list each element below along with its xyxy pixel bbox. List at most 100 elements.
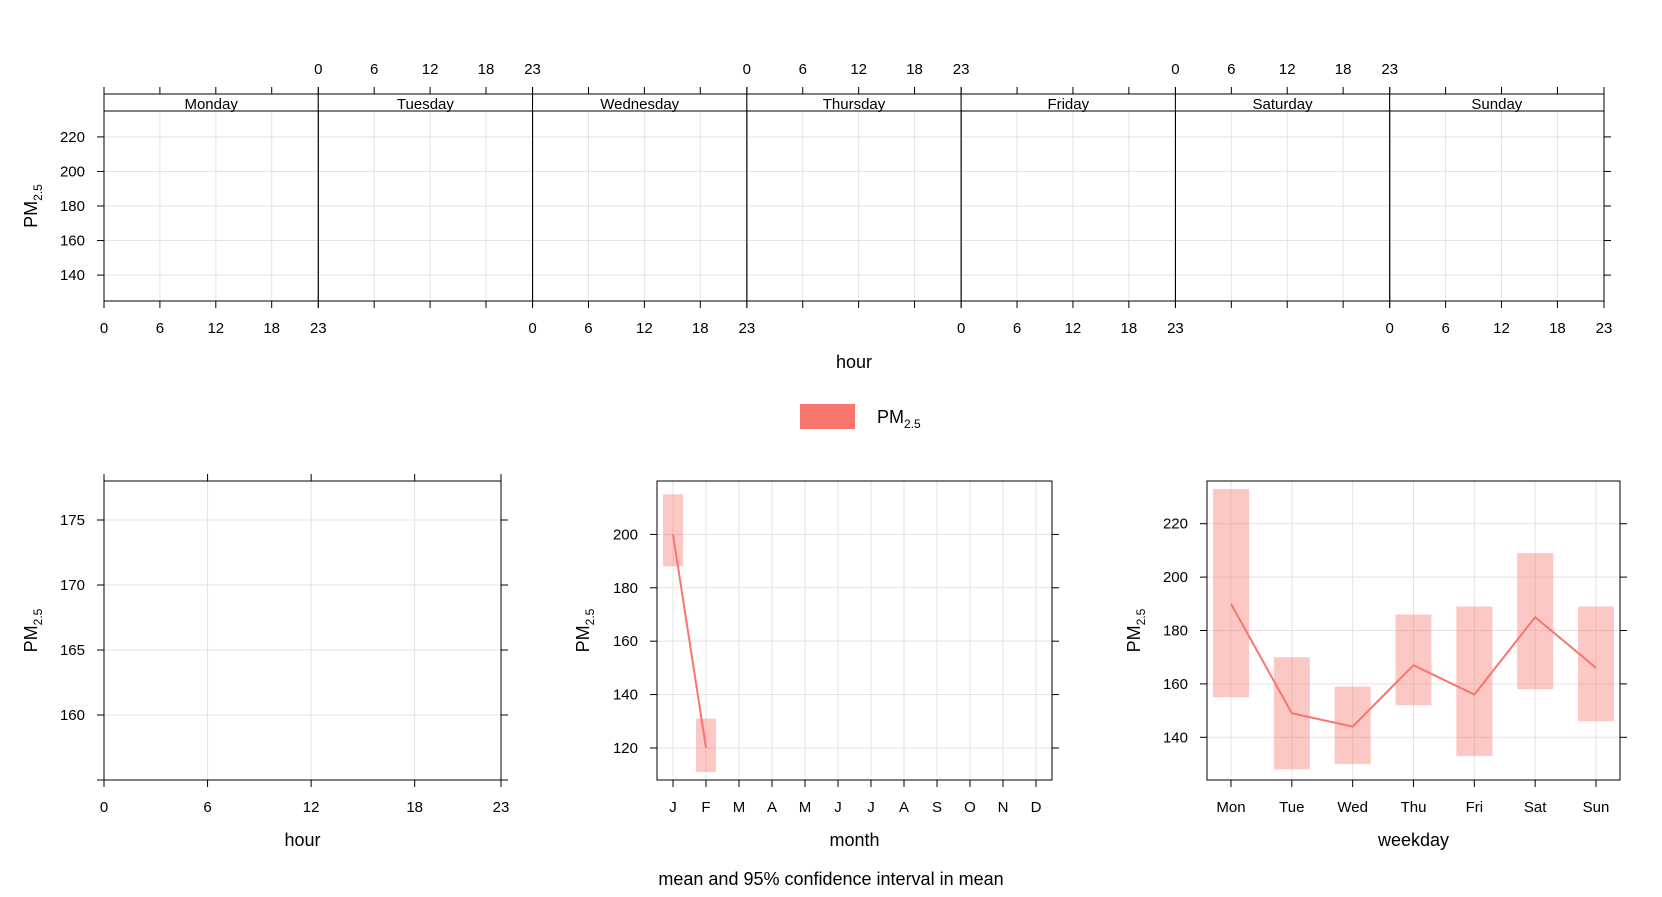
x-tick-label: 0	[100, 799, 108, 816]
y-tick-label: 160	[1163, 676, 1188, 693]
x-tick-label: 6	[203, 799, 211, 816]
x-axis-title: weekday	[1377, 830, 1449, 850]
y-tick-label: 140	[613, 687, 638, 704]
y-tick-label: 220	[1163, 516, 1188, 533]
x-tick-label-top: 0	[314, 61, 322, 78]
x-tick-label: S	[932, 799, 942, 816]
x-tick-label-top: 6	[1227, 61, 1235, 78]
x-tick-label: Wed	[1337, 799, 1368, 816]
x-tick-label-top: 18	[478, 61, 495, 78]
x-axis-title: hour	[836, 352, 872, 372]
x-tick-label: A	[767, 799, 777, 816]
x-tick-label: 23	[310, 320, 327, 337]
ci-bar	[1395, 614, 1432, 706]
x-tick-label: 0	[100, 320, 108, 337]
y-tick-label: 220	[60, 129, 85, 146]
y-tick-label: 180	[613, 580, 638, 597]
strip-label-friday: Friday	[1047, 96, 1089, 113]
x-axis-title: month	[829, 830, 879, 850]
x-tick-label: Fri	[1466, 799, 1484, 816]
y-tick-label: 160	[60, 707, 85, 724]
x-tick-label: 23	[739, 320, 756, 337]
mean-line	[672, 534, 707, 749]
y-tick-label: 200	[613, 526, 638, 543]
legend-label: PM2.5	[877, 407, 921, 431]
month-plot: J F M A M J J A S O N D 120 140 160 180 200 month PM2.5	[573, 480, 1059, 850]
y-tick-label: 140	[60, 267, 85, 284]
x-tick-label: 12	[1065, 320, 1082, 337]
x-tick-label: 23	[1167, 320, 1184, 337]
x-tick-label-top: 12	[1279, 61, 1296, 78]
x-tick-label: 23	[1596, 320, 1613, 337]
hour-by-weekday-plot: Monday 0 6 12 18 23 Tuesday 0 6 12 18 23 Wednesday 0 6…	[21, 61, 1612, 372]
y-tick-label: 160	[613, 633, 638, 650]
x-tick-label-top: 6	[799, 61, 807, 78]
x-tick-label: J	[867, 799, 875, 816]
y-axis-title: PM2.5	[1124, 608, 1148, 652]
plot-frame	[103, 480, 502, 781]
strip-label-wednesday: Wednesday	[600, 96, 679, 113]
x-tick-label: Thu	[1401, 799, 1427, 816]
x-tick-label: 18	[406, 799, 423, 816]
ci-bar	[1578, 606, 1614, 722]
x-tick-label: Sun	[1583, 799, 1610, 816]
legend: PM2.5	[800, 404, 921, 431]
y-tick-label: 180	[60, 198, 85, 215]
x-tick-label: 23	[493, 799, 510, 816]
y-axis-title: PM2.5	[21, 608, 45, 652]
x-tick-label: D	[1031, 799, 1042, 816]
strip-label-monday: Monday	[184, 96, 238, 113]
ci-bar	[1456, 606, 1493, 756]
strip-label-tuesday: Tuesday	[397, 96, 454, 113]
x-axis-title: hour	[284, 830, 320, 850]
y-tick-label: 120	[613, 740, 638, 757]
x-tick-label: O	[964, 799, 976, 816]
x-tick-label: 6	[584, 320, 592, 337]
y-tick-label: 160	[60, 233, 85, 250]
plot-frame	[656, 480, 1053, 781]
x-tick-label: J	[834, 799, 842, 816]
weekday-plot: Mon Tue Wed Thu Fri Sat Sun 140 160 180 200 220 week…	[1124, 480, 1627, 850]
x-tick-label: 12	[207, 320, 224, 337]
x-tick-label: 18	[1121, 320, 1138, 337]
y-tick-label: 170	[60, 577, 85, 594]
x-tick-label: 18	[692, 320, 709, 337]
x-tick-label-top: 0	[743, 61, 751, 78]
x-tick-label-top: 12	[850, 61, 867, 78]
x-tick-label: Mon	[1216, 799, 1245, 816]
y-tick-label: 200	[60, 163, 85, 180]
hour-plot: 0 6 12 18 23 160 165 170 175 hour PM2.5	[21, 474, 509, 850]
y-tick-label: 180	[1163, 623, 1188, 640]
x-tick-label-top: 18	[1335, 61, 1352, 78]
y-tick-label: 140	[1163, 729, 1188, 746]
x-tick-label: A	[899, 799, 909, 816]
x-tick-label: 18	[263, 320, 280, 337]
y-tick-label: 200	[1163, 569, 1188, 586]
x-tick-label: 12	[636, 320, 653, 337]
x-tick-label: 12	[303, 799, 320, 816]
x-tick-label: M	[799, 799, 812, 816]
x-tick-label: Sat	[1524, 799, 1547, 816]
y-axis-title: PM2.5	[573, 608, 597, 652]
y-axis-title: PM2.5	[21, 184, 45, 228]
x-tick-label-top: 23	[1381, 61, 1398, 78]
x-tick-label: Tue	[1279, 799, 1304, 816]
x-tick-label: 0	[528, 320, 536, 337]
x-tick-label: J	[669, 799, 677, 816]
x-tick-label-top: 0	[1171, 61, 1179, 78]
x-tick-label-top: 18	[906, 61, 923, 78]
x-tick-label: 6	[1441, 320, 1449, 337]
x-tick-label-top: 23	[524, 61, 541, 78]
y-tick-label: 175	[60, 512, 85, 529]
x-tick-label-top: 6	[370, 61, 378, 78]
x-tick-label: 6	[1013, 320, 1021, 337]
ci-bar	[1213, 489, 1249, 698]
footnote: mean and 95% confidence interval in mean	[658, 869, 1003, 889]
legend-swatch	[800, 404, 855, 429]
y-tick-label: 165	[60, 642, 85, 659]
strip-label-sunday: Sunday	[1471, 96, 1522, 113]
x-tick-label: M	[733, 799, 746, 816]
strip-label-thursday: Thursday	[823, 96, 886, 113]
x-tick-label: 0	[1386, 320, 1394, 337]
